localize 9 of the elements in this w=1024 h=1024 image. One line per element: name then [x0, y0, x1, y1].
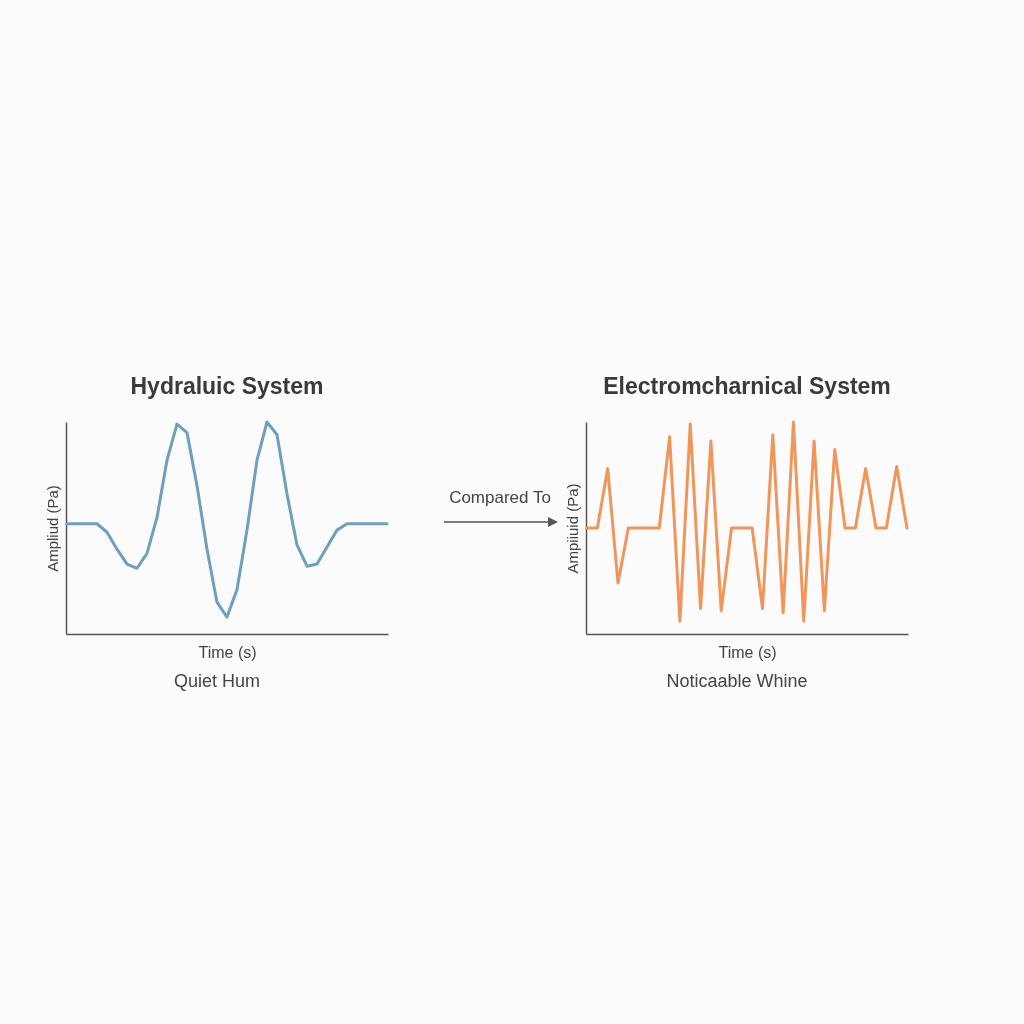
text: Noticaable Whine — [665, 671, 809, 692]
chart-title: Hydraluic System — [130, 372, 324, 399]
text: Compared To — [448, 488, 552, 508]
chart-title: Electromcharnical System — [603, 372, 891, 399]
y-axis-title: Ampiiuid (Pa) — [563, 483, 581, 574]
x-axis-title: Time (s) — [718, 643, 777, 661]
x-axis-title: Time (s) — [198, 643, 257, 661]
text: Quiet Hum — [173, 671, 261, 692]
y-axis-title: Ampliud (Pa) — [43, 485, 61, 572]
